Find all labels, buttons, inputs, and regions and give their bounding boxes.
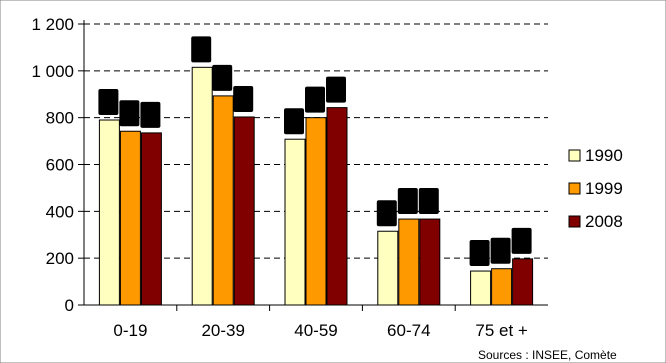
- data-label-marker-1999-0: [119, 100, 140, 127]
- data-label-marker-2008-4: [511, 227, 532, 254]
- bar-2008-4: [512, 258, 534, 306]
- data-label-marker-1990-1: [191, 36, 212, 63]
- legend-swatch-1990: [568, 149, 581, 162]
- x-category-label-3: 60-74: [387, 321, 430, 340]
- data-label-marker-1999-1: [212, 64, 233, 91]
- data-label-marker-1990-4: [469, 240, 490, 267]
- source-note: Sources : INSEE, Comète: [478, 348, 617, 362]
- bar-2008-2: [326, 107, 348, 306]
- data-label-marker-1999-3: [397, 188, 418, 215]
- data-label-marker-1990-0: [98, 89, 119, 116]
- y-tick-label-4: 800: [46, 109, 74, 128]
- legend-swatch-1999: [568, 182, 581, 195]
- bar-1999-3: [398, 218, 420, 306]
- x-category-label-4: 75 et +: [475, 321, 528, 340]
- bar-1990-0: [98, 119, 120, 306]
- data-label-marker-2008-0: [140, 101, 161, 128]
- data-label-marker-2008-3: [418, 188, 439, 215]
- bar-2008-0: [140, 132, 162, 306]
- bar-2008-3: [419, 218, 441, 306]
- data-label-marker-2008-2: [326, 76, 346, 103]
- x-category-label-1: 20-39: [201, 321, 244, 340]
- data-label-marker-1990-2: [284, 108, 304, 135]
- legend-label-2008: 2008: [585, 212, 623, 231]
- bar-1990-3: [377, 230, 399, 306]
- bar-1999-4: [491, 268, 513, 306]
- y-tick-labels: 0 200 400 600 800 1 000 1 200: [31, 15, 74, 315]
- y-tick-label-0: 0: [65, 296, 74, 315]
- data-label-marker-2008-1: [233, 85, 254, 112]
- value-markers: [98, 36, 532, 267]
- y-tick-label-1: 200: [46, 249, 74, 268]
- x-category-label-0: 0-19: [113, 321, 147, 340]
- x-category-labels: 0-19 20-39 40-59 60-74 75 et +: [113, 321, 528, 340]
- bar-1999-2: [305, 117, 327, 306]
- legend-label-1999: 1999: [585, 179, 623, 198]
- y-tick-label-3: 600: [46, 156, 74, 175]
- y-tick-label-5: 1 000: [31, 62, 74, 81]
- bar-2008-1: [233, 116, 255, 306]
- axes: [78, 20, 548, 311]
- data-label-marker-1999-4: [490, 237, 511, 264]
- data-label-marker-1999-2: [305, 86, 325, 113]
- bar-1990-1: [191, 66, 213, 306]
- x-category-label-2: 40-59: [294, 321, 337, 340]
- legend-swatch-2008: [568, 215, 581, 228]
- bar-1990-2: [284, 138, 306, 306]
- y-tick-label-6: 1 200: [31, 15, 74, 34]
- data-label-marker-1990-3: [376, 200, 397, 227]
- y-tick-label-2: 400: [46, 202, 74, 221]
- bar-1999-1: [212, 95, 234, 306]
- legend: 1990 1999 2008: [568, 146, 623, 231]
- legend-label-1990: 1990: [585, 146, 623, 165]
- bar-1999-0: [119, 130, 141, 306]
- bar-1990-4: [470, 270, 492, 306]
